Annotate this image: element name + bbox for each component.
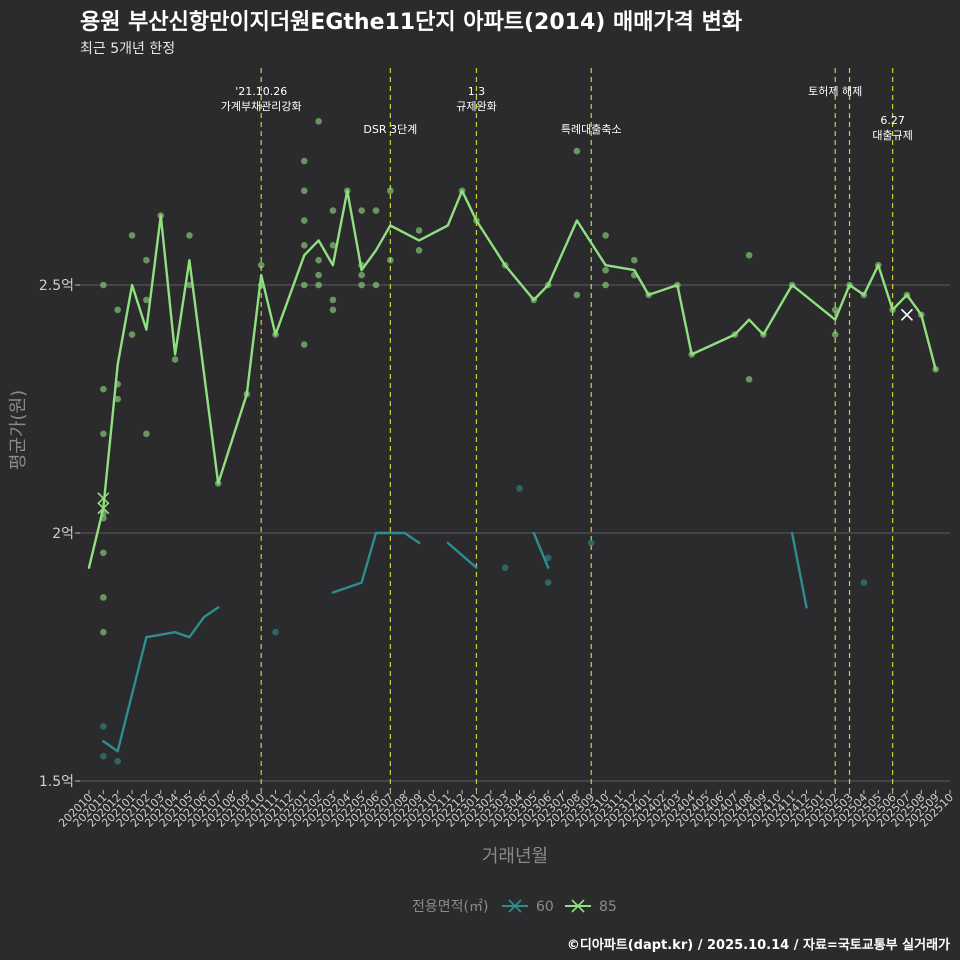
- transaction-point-85: [100, 594, 107, 601]
- transaction-point-85: [300, 187, 308, 195]
- y-tick-label: 1.5억: [39, 774, 74, 790]
- transaction-point-60: [587, 539, 595, 547]
- chart-subtitle: 최근 5개년 한정: [80, 41, 176, 57]
- transaction-point-85: [100, 430, 107, 438]
- transaction-point-85: [745, 251, 753, 259]
- transaction-point-85: [831, 331, 839, 338]
- transaction-point-85: [315, 281, 322, 289]
- event-label: 1.3: [468, 85, 486, 98]
- chart-title: 용원 부산신항만이지더원EGthe11단지 아파트(2014) 매매가격 변화: [80, 10, 743, 35]
- grid-lines: [80, 284, 950, 782]
- transaction-point-85: [415, 227, 423, 234]
- transaction-point-85: [100, 385, 107, 393]
- transaction-point-60: [272, 628, 279, 636]
- transaction-point-85: [257, 261, 265, 269]
- cancelled-deal-marker: [97, 492, 110, 505]
- event-label: 가계부채관리강화: [221, 100, 302, 113]
- transaction-point-85: [143, 256, 150, 264]
- transaction-point-85: [300, 217, 308, 224]
- transaction-point-85: [745, 375, 753, 383]
- cancelled-deal-marker: [900, 308, 914, 321]
- series-line-60: [331, 531, 421, 594]
- transaction-point-85: [372, 207, 380, 214]
- y-tick-label: 2.5억: [39, 278, 74, 294]
- series-line-60: [532, 531, 550, 569]
- transaction-point-85: [100, 549, 107, 557]
- transaction-point-85: [358, 207, 365, 214]
- source-caption: ©디아파트(dapt.kr) / 2025.10.14 / 자료=국토교통부 실…: [566, 938, 950, 953]
- transaction-point-85: [143, 430, 150, 438]
- transaction-point-85: [415, 246, 423, 254]
- transaction-point-85: [300, 341, 308, 348]
- series-line-60: [446, 541, 478, 569]
- transaction-point-85: [143, 296, 150, 304]
- transaction-point-85: [602, 266, 609, 274]
- transaction-point-85: [171, 356, 179, 363]
- x-axis-title: 거래년월: [482, 846, 548, 867]
- legend: 전용면적(㎡) 60 85: [412, 899, 617, 915]
- transaction-point-85: [573, 147, 581, 155]
- transaction-point-85: [831, 306, 839, 314]
- transaction-point-60: [114, 757, 121, 765]
- transaction-point-85: [573, 291, 581, 299]
- series-line-60: [102, 606, 220, 753]
- transaction-point-85: [315, 118, 322, 125]
- transaction-points: [100, 118, 939, 765]
- transaction-point-85: [631, 256, 638, 264]
- transaction-point-85: [387, 256, 394, 264]
- event-label: 특례대출축소: [561, 123, 622, 136]
- transaction-point-85: [128, 232, 136, 239]
- transaction-point-60: [544, 579, 552, 586]
- transaction-point-85: [329, 296, 337, 304]
- transaction-point-60: [860, 579, 868, 586]
- transaction-point-85: [602, 232, 609, 239]
- transaction-point-85: [186, 232, 193, 239]
- transaction-point-85: [329, 306, 337, 314]
- transaction-point-85: [114, 306, 121, 314]
- transaction-point-85: [128, 331, 136, 338]
- transaction-point-85: [315, 271, 322, 279]
- transaction-point-85: [100, 628, 107, 636]
- transaction-point-85: [602, 281, 609, 289]
- legend-title: 전용면적(㎡): [412, 899, 488, 915]
- event-label: DSR 3단계: [363, 123, 417, 136]
- event-label: 대출규제: [872, 129, 912, 142]
- legend-label: 85: [599, 899, 617, 915]
- transaction-point-85: [114, 395, 121, 403]
- transaction-point-85: [387, 187, 394, 195]
- transaction-point-60: [100, 752, 107, 760]
- transaction-point-85: [358, 281, 365, 289]
- transaction-point-85: [315, 256, 322, 264]
- y-axis-title: 평균가(원): [8, 390, 29, 470]
- average-price-lines: [87, 189, 937, 753]
- transaction-point-60: [100, 723, 107, 730]
- transaction-point-85: [300, 242, 308, 249]
- transaction-point-60: [516, 485, 523, 492]
- series-line-85: [87, 189, 937, 569]
- transaction-point-85: [372, 281, 380, 289]
- transaction-point-85: [100, 281, 107, 289]
- event-label: 토허제 해제: [808, 84, 862, 98]
- transaction-point-85: [329, 242, 337, 249]
- transaction-point-85: [300, 157, 308, 165]
- transaction-point-60: [501, 564, 509, 572]
- event-label: '21.10.26: [235, 85, 287, 98]
- transaction-point-60: [544, 554, 552, 562]
- y-tick-label: 2억: [52, 526, 74, 542]
- transaction-point-85: [329, 207, 337, 214]
- event-label: 규제완화: [456, 100, 496, 113]
- legend-label: 60: [536, 899, 554, 915]
- series-line-60: [790, 531, 808, 609]
- legend-key-cross: [508, 899, 522, 913]
- transaction-point-85: [300, 281, 308, 289]
- transaction-point-85: [186, 281, 193, 289]
- transaction-point-85: [358, 271, 365, 279]
- legend-key-cross: [571, 899, 585, 913]
- axes: 1.5억2억2.5억202010202011202012202101202102…: [8, 278, 956, 867]
- event-label: 6.27: [880, 114, 905, 127]
- cancelled-deal-marker: [97, 502, 110, 515]
